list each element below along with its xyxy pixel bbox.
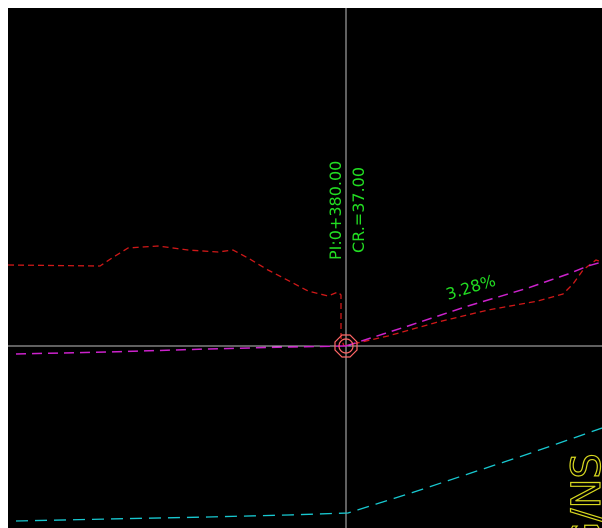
existing-ground-line-right[interactable] <box>343 259 602 347</box>
pi-station-label: PI:0+380.00 <box>326 161 345 260</box>
crest-label: CR.=37.00 <box>349 167 368 253</box>
proposed-profile-line[interactable] <box>15 345 347 355</box>
sheet-text-fragment: G/NS <box>564 453 602 528</box>
pi-marker-icon[interactable] <box>334 334 358 358</box>
lower-cyan-line[interactable] <box>15 427 602 522</box>
cad-viewport[interactable]: PI:0+380.00 CR.=37.00 3.28% G/NS <box>8 8 602 528</box>
profile-drawing[interactable]: PI:0+380.00 CR.=37.00 3.28% G/NS <box>8 8 602 528</box>
proposed-grade-line[interactable] <box>345 261 602 347</box>
existing-ground-line[interactable] <box>8 245 345 347</box>
